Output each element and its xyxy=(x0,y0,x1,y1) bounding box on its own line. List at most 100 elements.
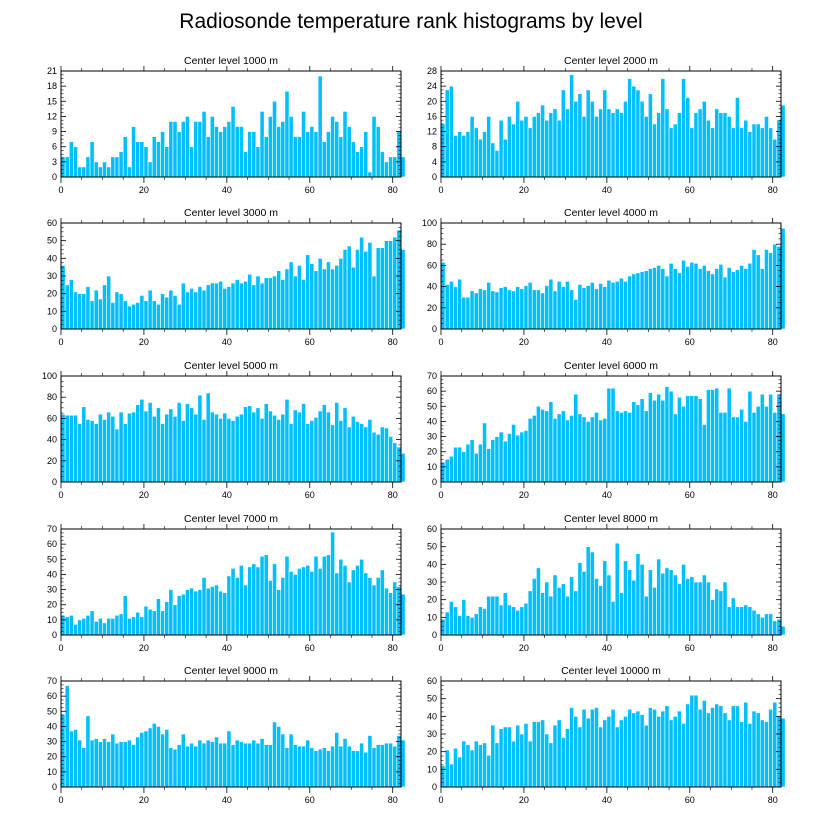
histogram-bar xyxy=(589,100,595,178)
histogram-bar xyxy=(457,446,463,483)
y-tick-label: 50 xyxy=(47,236,57,246)
histogram-bar xyxy=(664,386,670,483)
histogram-bar xyxy=(755,613,761,636)
histogram-bar xyxy=(363,426,369,483)
histogram-bar xyxy=(536,405,541,483)
x-tick-label: 40 xyxy=(602,337,612,347)
histogram-bar xyxy=(334,121,340,178)
histogram-bar xyxy=(602,719,608,788)
histogram-bar xyxy=(569,707,574,788)
histogram-bar xyxy=(326,131,331,178)
histogram-bar xyxy=(218,280,224,330)
y-tick-label: 15 xyxy=(47,96,57,106)
histogram-bar xyxy=(523,430,529,483)
histogram-bar xyxy=(602,418,608,483)
histogram-bar xyxy=(527,282,533,330)
histogram-bar xyxy=(168,121,174,178)
histogram-bar xyxy=(577,413,583,483)
histogram-bar xyxy=(280,577,286,636)
histogram-bar xyxy=(552,574,558,636)
y-tick-label: 70 xyxy=(47,676,57,686)
histogram-bar xyxy=(764,721,769,788)
histogram-bar xyxy=(292,275,298,330)
histogram-bar xyxy=(392,236,398,330)
histogram-bar xyxy=(668,569,674,636)
histogram-bar xyxy=(297,136,302,178)
histogram-bar xyxy=(346,426,352,483)
histogram-bar xyxy=(218,131,224,178)
histogram-bar xyxy=(326,411,331,483)
histogram-bar xyxy=(772,620,778,636)
histogram-bar xyxy=(643,595,649,636)
histogram-bar xyxy=(147,402,153,483)
histogram-bar xyxy=(400,249,406,330)
histogram-bar xyxy=(338,745,344,788)
histogram-bar xyxy=(618,412,624,483)
histogram-bar xyxy=(693,112,699,178)
histogram-bar xyxy=(548,278,554,330)
histogram-bar xyxy=(639,714,645,788)
histogram-bar xyxy=(511,290,516,330)
histogram-bar xyxy=(143,730,149,788)
histogram-bar xyxy=(639,564,645,636)
histogram-bar xyxy=(523,116,529,178)
x-tick-label: 80 xyxy=(388,337,398,347)
histogram-bar xyxy=(768,613,774,636)
y-tick-label: 40 xyxy=(47,721,57,731)
histogram-bar xyxy=(515,100,521,178)
histogram-panel: Center level 8000 m 0 10 20 30 40 50 60 0 20 40 60 8… xyxy=(427,513,786,653)
histogram-bar xyxy=(247,742,253,788)
y-tick-label: 0 xyxy=(432,477,437,487)
y-tick-label: 21 xyxy=(47,66,57,76)
histogram-bar xyxy=(531,116,537,178)
histogram-bar xyxy=(334,732,340,788)
histogram-bar xyxy=(540,409,545,483)
histogram-bar xyxy=(668,719,674,788)
histogram-bar xyxy=(276,126,282,178)
histogram-bar xyxy=(498,604,504,636)
histogram-bar xyxy=(635,710,641,788)
histogram-bar xyxy=(143,300,149,330)
histogram-bar xyxy=(89,610,95,636)
histogram-bar xyxy=(457,278,463,330)
histogram-bar xyxy=(122,423,128,483)
histogram-bar xyxy=(330,424,335,483)
histogram-bar xyxy=(81,166,87,178)
histogram-bar xyxy=(718,590,724,636)
histogram-bar xyxy=(726,719,732,788)
histogram-bar xyxy=(205,587,211,636)
histogram-bar xyxy=(338,258,344,330)
histogram-bar xyxy=(301,279,306,330)
histogram-bar xyxy=(371,116,377,178)
histogram-bar xyxy=(540,104,545,178)
histogram-bar xyxy=(722,412,728,483)
histogram-bar xyxy=(473,127,479,178)
histogram-bar xyxy=(457,615,463,636)
x-tick-label: 20 xyxy=(519,795,529,805)
histogram-bar xyxy=(388,436,394,483)
histogram-bar xyxy=(606,716,612,788)
y-tick-label: 50 xyxy=(47,554,57,564)
histogram-bar xyxy=(172,415,178,483)
x-tick-label: 20 xyxy=(139,185,149,195)
y-tick-label: 10 xyxy=(427,612,437,622)
histogram-bar xyxy=(448,455,454,483)
histogram-bar xyxy=(768,127,774,178)
histogram-bar xyxy=(507,604,512,636)
histogram-bar xyxy=(180,121,186,178)
histogram-bar xyxy=(230,420,236,483)
histogram-bar xyxy=(135,736,141,788)
histogram-bar xyxy=(297,411,302,483)
y-tick-label: 16 xyxy=(427,111,437,121)
histogram-bar xyxy=(739,265,744,330)
histogram-bar xyxy=(114,156,120,178)
histogram-bar xyxy=(453,286,458,330)
histogram-bar xyxy=(747,131,753,178)
histogram-bar xyxy=(623,410,628,483)
histogram-bar xyxy=(627,569,633,636)
histogram-bar xyxy=(490,142,496,178)
histogram-bar xyxy=(93,621,99,636)
histogram-bar xyxy=(751,412,757,483)
histogram-bar xyxy=(102,161,107,178)
histogram-bar xyxy=(486,448,492,483)
